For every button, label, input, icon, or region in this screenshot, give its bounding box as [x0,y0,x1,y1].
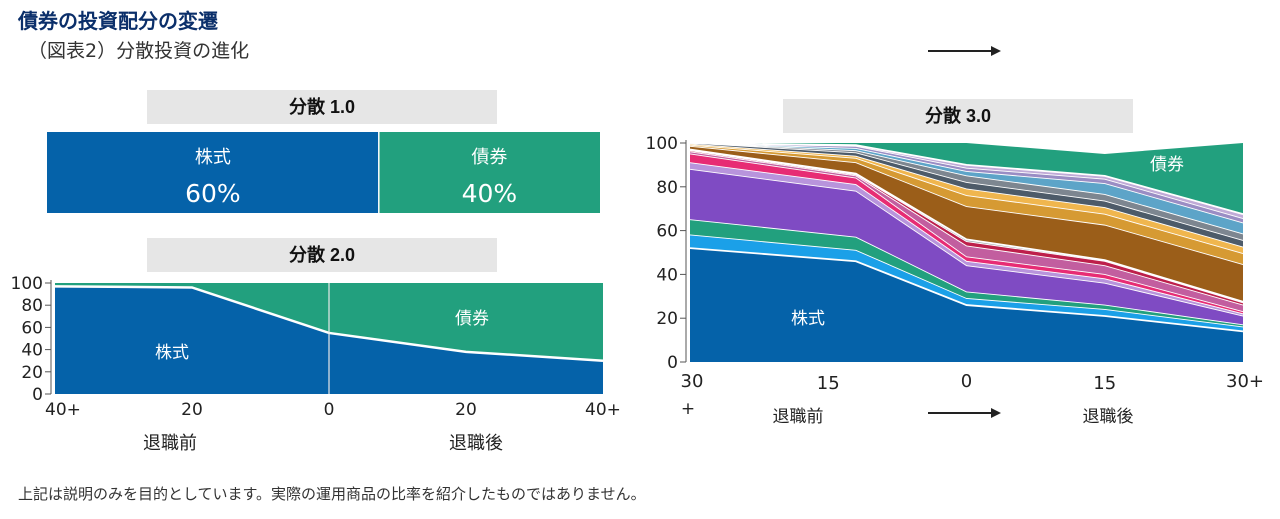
axis3-xtick-label: 30 [681,371,704,392]
axis2-ytick-label: 20 [21,363,43,383]
axis2-xlabel-after: 退職後 [449,433,503,454]
page-subtitle: （図表2）分散投資の進化 [28,40,250,62]
axis3-xtick-label: 30+ [1226,371,1264,392]
axis2-xtick-label: 40+ [585,400,621,420]
axis2-xtick-label: 20 [455,400,477,420]
area3-boundary-9 [689,145,1244,265]
area3-boundary-6 [689,151,1244,306]
area3-boundary-4 [689,162,1244,315]
axis3-xlabel-before: 退職前 [773,407,824,427]
bottom-arrow-head [991,408,1001,418]
area3-boundary-0 [689,247,1244,333]
area3-layer-6 [690,151,1243,312]
axis3-ytick-label: 40 [656,265,678,285]
area3-boundary-16 [689,142,1244,216]
area2-label-stock: 株式 [155,343,189,363]
area3-boundary-3 [689,168,1244,317]
chart2-header: 分散 2.0 [147,238,497,272]
footnote: 上記は説明のみを目的としています。実際の運用商品の比率を紹介したものではありませ… [18,485,646,503]
area3-layer-10 [690,145,1243,265]
axis3-ytick-label: 80 [656,178,678,198]
chart3-header: 分散 3.0 [783,99,1133,133]
area3-boundary-13 [689,142,1244,235]
axis3-xtick-label: 15 [817,373,840,394]
bar1-label-pct: 60% [185,179,241,208]
page-title: 債券の投資配分の変遷 [18,9,218,33]
area3-layer-2 [690,219,1243,327]
axis3-xtick-label-suffix: + [681,399,695,419]
area3-label-bond: 債券 [1150,155,1184,175]
axis2-xtick-label: 40+ [45,400,81,420]
area3-boundary-12 [689,142,1244,241]
bar1-segment-stock [47,132,379,213]
area3-boundary-5 [689,153,1244,313]
axis3-ytick-label: 0 [667,353,678,373]
top-arrow-head [991,46,1001,56]
axis2-ytick-label: 40 [21,341,43,361]
area3-boundary-10 [689,144,1244,255]
area3-boundary-1 [689,234,1244,328]
axis2-xtick-label: 0 [324,400,335,420]
axis3-xlabel-after: 退職後 [1083,407,1134,427]
bar1-label-pct: 40% [462,179,518,208]
axis3-ytick-label: 20 [656,309,678,329]
axis2-xtick-label: 20 [181,400,203,420]
area3-boundary-2 [689,219,1244,326]
bar1-label-name: 株式 [195,147,231,168]
bar1-label-name: 債券 [471,147,507,168]
area3-boundary-14 [689,142,1244,224]
area2-label-bond: 債券 [455,309,489,329]
axis2-xlabel-before: 退職前 [143,433,197,454]
axis3-xtick-label: 15 [1093,373,1116,394]
chart1-header: 分散 1.0 [147,90,497,124]
axis2-ytick-label: 0 [32,385,43,405]
area3-boundary-11 [689,143,1244,248]
axis2-ytick-label: 60 [21,318,43,338]
bar1-segment-bond [378,132,600,213]
axis3-ytick-label: 60 [656,222,678,242]
area3-layer-3 [690,169,1243,325]
area3-boundary-8 [689,148,1244,303]
axis3-xtick-label: 0 [961,371,972,392]
axis3-ytick-label: 100 [646,134,678,154]
area3-layer-1 [690,234,1243,332]
axis2-ytick-label: 100 [11,274,43,294]
area3-label-stock: 株式 [791,309,825,329]
area3-layer-17 [690,143,1243,215]
area3-layer-4 [690,162,1243,317]
area3-layer-9 [690,146,1243,302]
axis2-ytick-label: 80 [21,296,43,316]
area3-boundary-7 [689,150,1244,304]
